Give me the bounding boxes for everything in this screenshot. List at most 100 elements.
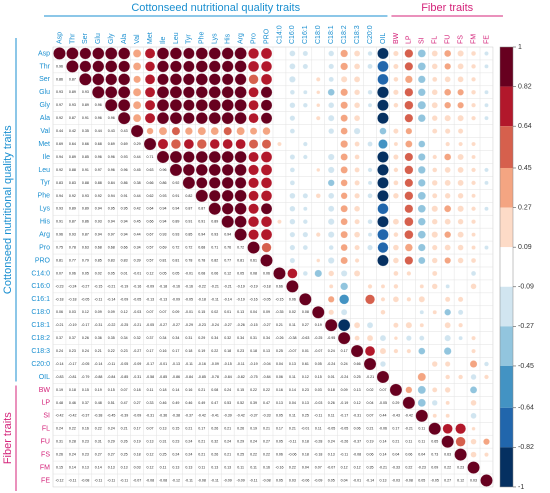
- corr-value: 0.27: [95, 453, 102, 457]
- corr-circle: [156, 150, 170, 164]
- corr-circle: [459, 284, 463, 288]
- corr-circle: [156, 86, 170, 99]
- corr-value: -0.85: [198, 375, 206, 379]
- row-label: His: [40, 219, 51, 226]
- corr-circle: [457, 115, 464, 122]
- corr-circle: [79, 73, 92, 86]
- corr-circle: [340, 244, 348, 252]
- corr-value: -0.27: [262, 323, 270, 327]
- corr-value: 0.15: [198, 310, 205, 314]
- corr-circle: [183, 47, 195, 60]
- corr-circle: [404, 217, 414, 227]
- corr-circle: [234, 215, 247, 228]
- corr-value: 0.26: [211, 427, 218, 431]
- corr-circle: [405, 322, 413, 329]
- corr-circle: [92, 60, 105, 73]
- corr-value: 0.35: [82, 129, 89, 133]
- column-label: Ala: [121, 34, 128, 44]
- corr-circle: [277, 258, 282, 263]
- row-label: Ser: [39, 76, 51, 83]
- corr-value: 0.07: [147, 427, 154, 431]
- colorbar-frame: [499, 46, 514, 488]
- corr-value: 0.96: [108, 155, 115, 159]
- corr-circle: [340, 230, 348, 239]
- corr-value: 0.05: [276, 478, 283, 482]
- corr-value: 0.25: [302, 414, 309, 418]
- corr-circle: [417, 75, 426, 84]
- corr-value: 0.94: [172, 207, 179, 211]
- corr-value: 0.06: [354, 427, 361, 431]
- corr-circle: [432, 310, 437, 315]
- corr-circle: [354, 141, 360, 147]
- corr-value: 0.78: [198, 258, 205, 262]
- corr-circle: [431, 63, 438, 70]
- corr-value: 0.89: [82, 103, 89, 107]
- corr-value: 0.13: [302, 401, 309, 405]
- corr-value: 0.14: [172, 388, 179, 392]
- corr-value: 0.86: [121, 181, 128, 185]
- corr-circle: [404, 230, 414, 240]
- corr-circle: [484, 206, 489, 211]
- corr-circle: [368, 116, 372, 120]
- corr-value: 0.93: [82, 194, 89, 198]
- corr-circle: [316, 77, 321, 82]
- corr-value: 0.09: [95, 310, 102, 314]
- colorbar-label: 0.45: [518, 165, 532, 172]
- corr-value: 0.35: [108, 336, 115, 340]
- corr-circle: [144, 87, 156, 98]
- row-label: Lys: [39, 206, 50, 213]
- corr-value: 0.11: [147, 388, 154, 392]
- corr-value: 0.21: [224, 453, 231, 457]
- corr-circle: [455, 436, 466, 447]
- corr-circle: [457, 244, 464, 251]
- corr-circle: [302, 231, 309, 238]
- corr-value: 0.93: [172, 233, 179, 237]
- row-label: Arg: [39, 231, 50, 238]
- corr-value: -0.15: [224, 362, 232, 366]
- corr-value: 0.12: [457, 478, 464, 482]
- corr-circle: [485, 466, 488, 469]
- corr-circle: [484, 103, 489, 108]
- corr-value: 0.06: [276, 453, 283, 457]
- corr-value: -0.15: [275, 297, 283, 301]
- corr-circle: [196, 177, 208, 189]
- corr-circle: [277, 245, 282, 250]
- corr-value: 0.93: [121, 155, 128, 159]
- corr-circle: [248, 177, 259, 189]
- corr-circle: [157, 112, 169, 125]
- corr-circle: [377, 73, 389, 85]
- corr-value: -0.11: [288, 440, 296, 444]
- row-label: C18:1: [31, 322, 50, 329]
- column-label: Ile: [160, 37, 167, 45]
- corr-value: 0.11: [315, 427, 322, 431]
- corr-value: 0.87: [69, 116, 76, 120]
- corr-circle: [302, 102, 308, 108]
- corr-value: 0.07: [315, 466, 322, 470]
- corr-circle: [169, 112, 182, 125]
- corr-value: 0.84: [108, 181, 115, 185]
- corr-value: 0.72: [237, 246, 244, 250]
- corr-circle: [471, 115, 476, 121]
- corr-circle: [377, 164, 389, 176]
- corr-circle: [393, 89, 399, 96]
- corr-value: 0.28: [69, 440, 76, 444]
- corr-circle: [289, 192, 296, 199]
- corr-value: 0.67: [147, 233, 154, 237]
- column-label: Val: [134, 34, 141, 44]
- corr-circle: [183, 139, 194, 150]
- column-label: Tyr: [186, 34, 193, 44]
- corr-circle: [444, 257, 451, 264]
- corr-value: -0.24: [340, 375, 348, 379]
- corr-value: 0.24: [185, 453, 192, 457]
- row-label: Thr: [40, 63, 51, 70]
- corr-circle: [130, 124, 144, 138]
- corr-circle: [444, 322, 451, 329]
- corr-value: 0.26: [82, 336, 89, 340]
- corr-circle: [469, 360, 478, 368]
- corr-circle: [260, 86, 273, 98]
- corr-circle: [316, 297, 321, 302]
- corr-value: 0.04: [341, 478, 348, 482]
- corr-circle: [457, 231, 464, 238]
- corr-circle: [170, 73, 182, 86]
- corr-circle: [417, 398, 426, 407]
